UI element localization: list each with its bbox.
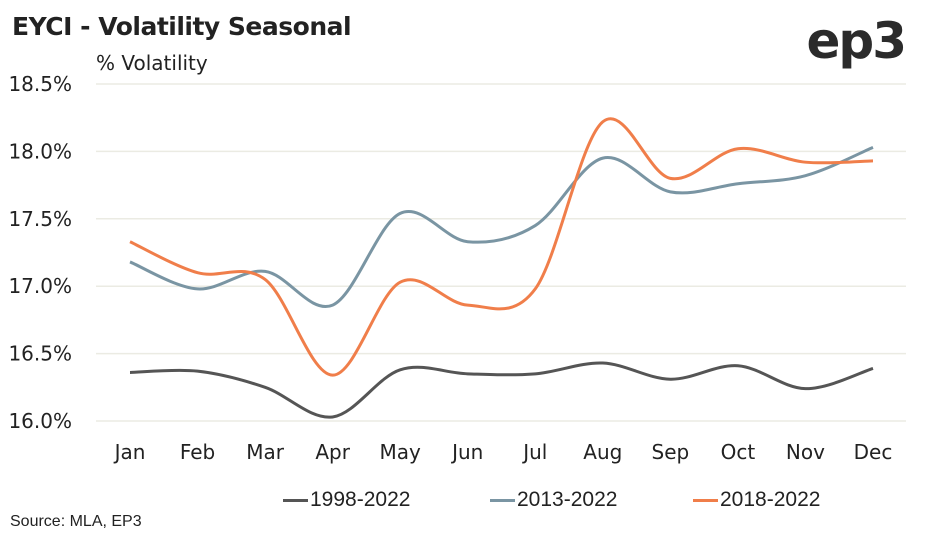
x-tick-label: May <box>380 440 422 464</box>
gridlines <box>96 83 906 422</box>
legend-swatch <box>490 498 515 502</box>
x-tick-label: Dec <box>854 440 893 464</box>
y-tick-label: 18.5% <box>8 72 72 96</box>
y-tick-label: 17.0% <box>8 274 72 298</box>
legend-label: 2013-2022 <box>517 488 618 511</box>
x-tick-label: Jun <box>450 440 483 464</box>
x-tick-label: Jan <box>113 440 146 464</box>
chart-title: EYCI - Volatility Seasonal <box>12 12 352 41</box>
x-tick-label: Sep <box>652 440 690 464</box>
legend-item: 2013-2022 <box>490 488 617 512</box>
y-tick-label: 16.5% <box>8 342 72 366</box>
legend-swatch <box>283 498 308 502</box>
series-line-2013-2022 <box>129 145 874 309</box>
legend-swatch <box>693 498 718 502</box>
x-tick-label: Aug <box>583 440 622 464</box>
series-line-1998-2022 <box>129 361 874 419</box>
y-axis-label: % Volatility <box>96 51 208 75</box>
legend-label: 1998-2022 <box>310 488 411 511</box>
x-tick-label: Nov <box>786 440 825 464</box>
legend: 1998-2022 2013-2022 2018-2022 <box>0 488 935 518</box>
legend-label: 2018-2022 <box>720 488 821 511</box>
x-tick-label: Oct <box>721 440 756 464</box>
source-note: Source: MLA, EP3 <box>10 513 142 530</box>
x-tick-label: Mar <box>246 440 285 464</box>
x-tick-label: Jul <box>521 440 547 464</box>
series-line-2018-2022 <box>129 117 874 377</box>
legend-item: 1998-2022 <box>283 488 410 512</box>
x-tick-label: Feb <box>180 440 215 464</box>
y-tick-label: 16.0% <box>8 409 72 433</box>
legend-item: 2018-2022 <box>693 488 820 512</box>
x-tick-label: Apr <box>315 440 350 464</box>
series-lines <box>129 117 874 419</box>
ep3-logo: ep3 <box>806 12 907 70</box>
y-tick-label: 18.0% <box>8 139 72 163</box>
y-tick-label: 17.5% <box>8 207 72 231</box>
y-axis-ticks: 16.0% 16.5% 17.0% 17.5% 18.0% 18.5% <box>8 72 72 433</box>
x-axis-ticks: Jan Feb Mar Apr May Jun Jul Aug Sep Oct Nov Dec <box>113 440 893 464</box>
